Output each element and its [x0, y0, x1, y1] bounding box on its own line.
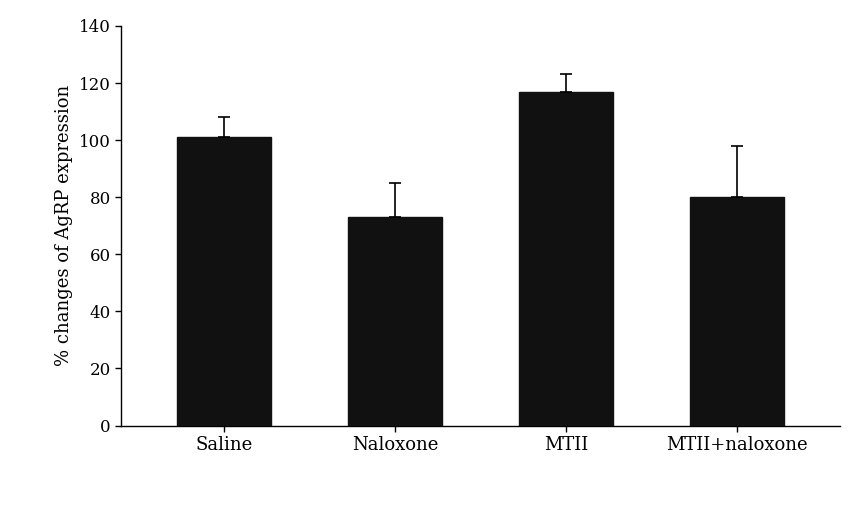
Bar: [690, 197, 785, 426]
Bar: [177, 138, 271, 426]
Y-axis label: % changes of AgRP expression: % changes of AgRP expression: [55, 85, 74, 366]
Bar: [348, 217, 443, 426]
Bar: [519, 92, 613, 426]
